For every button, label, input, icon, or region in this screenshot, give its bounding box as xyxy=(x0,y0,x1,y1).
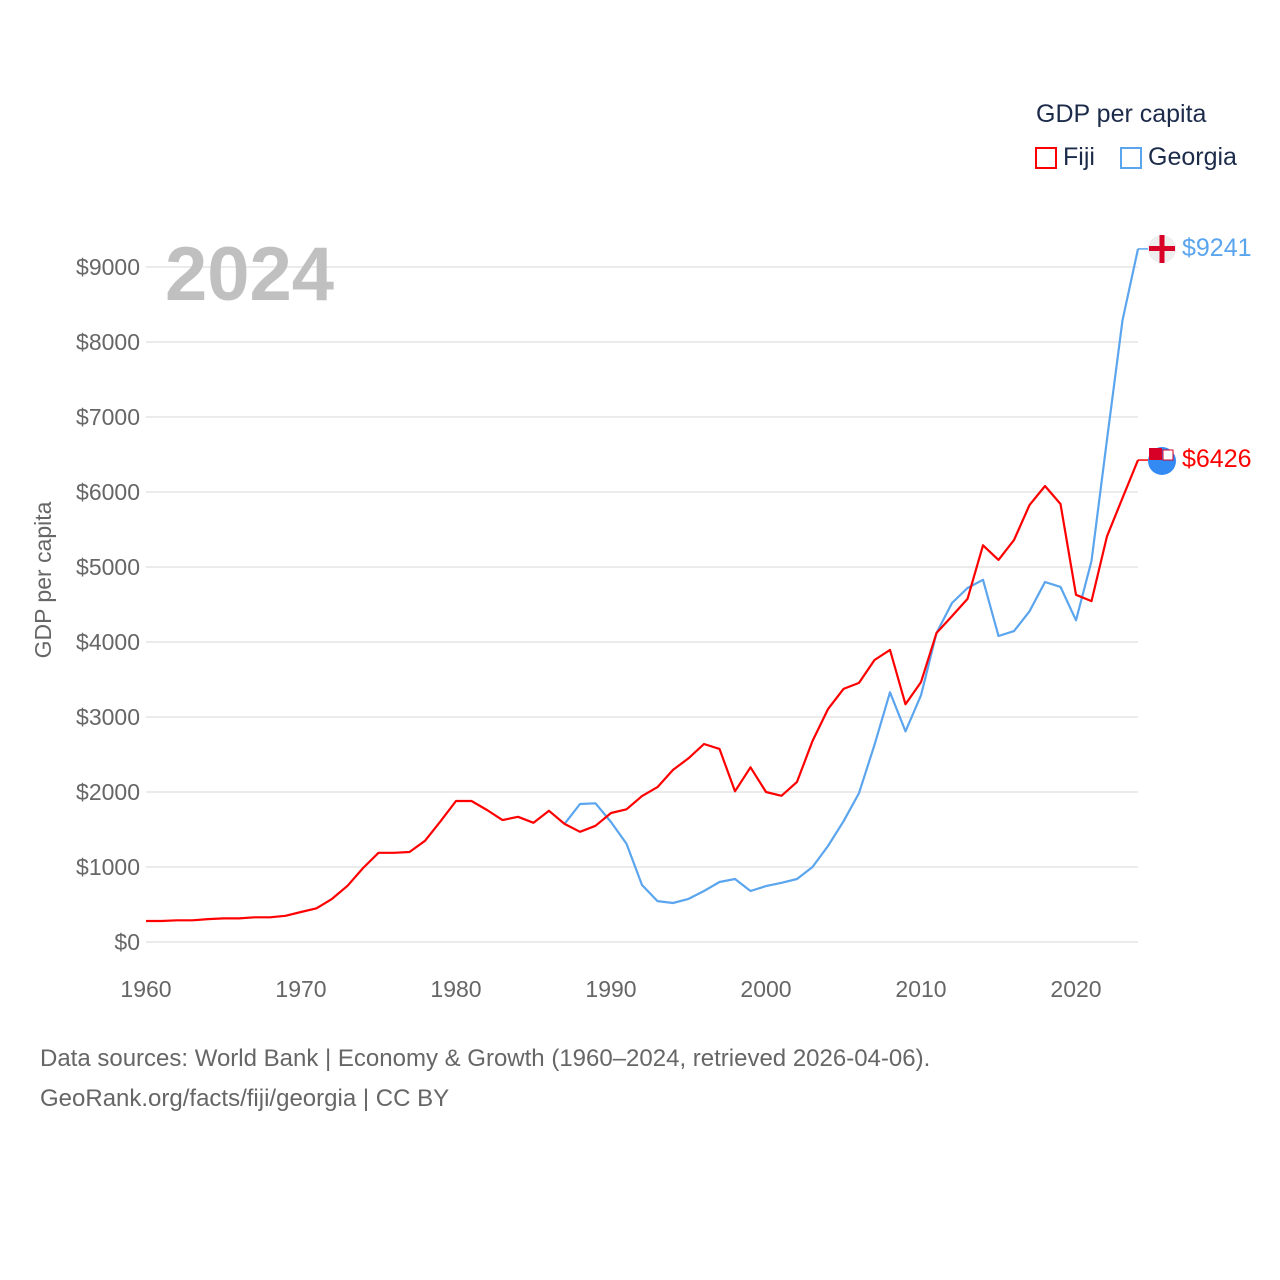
y-tick-label: $4000 xyxy=(76,629,140,655)
georgia-swatch xyxy=(1120,146,1142,169)
legend-title: GDP per capita xyxy=(1036,100,1207,128)
footer-link[interactable]: GeoRank.org/facts/fiji/georgia | CC BY xyxy=(40,1085,450,1112)
x-tick-label: 1980 xyxy=(430,976,481,1002)
x-tick-label: 1990 xyxy=(585,976,636,1002)
legend-label: Fiji xyxy=(1063,143,1095,171)
fiji-line xyxy=(146,459,1140,923)
fiji-swatch xyxy=(1035,146,1057,169)
footer-sources: Data sources: World Bank | Economy & Gro… xyxy=(40,1045,931,1072)
y-tick-label: $1000 xyxy=(76,854,140,880)
y-tick-label: $8000 xyxy=(76,329,140,355)
year-watermark: 2024 xyxy=(165,232,334,317)
legend-label: Georgia xyxy=(1148,143,1237,171)
y-tick-label: $6000 xyxy=(76,479,140,505)
fiji-flag-icon xyxy=(1148,447,1176,475)
y-tick-label: $7000 xyxy=(76,404,140,430)
y-tick-label: $5000 xyxy=(76,554,140,580)
legend-item-georgia[interactable]: Georgia xyxy=(1120,143,1237,172)
x-tick-label: 2000 xyxy=(740,976,791,1002)
x-tick-label: 1970 xyxy=(275,976,326,1002)
y-tick-label: $9000 xyxy=(76,254,140,280)
x-tick-label: 2020 xyxy=(1050,976,1101,1002)
y-axis-label: GDP per capita xyxy=(30,501,56,658)
legend-item-fiji[interactable]: Fiji xyxy=(1035,143,1095,172)
georgia-line xyxy=(563,248,1140,905)
y-tick-label: $3000 xyxy=(76,704,140,730)
georgia-flag-icon xyxy=(1148,235,1176,263)
x-tick-label: 2010 xyxy=(895,976,946,1002)
fiji-end-label: $6426 xyxy=(1182,445,1252,473)
georgia-end-label: $9241 xyxy=(1182,234,1252,262)
y-tick-label: $2000 xyxy=(76,779,140,805)
y-tick-label: $0 xyxy=(114,929,140,955)
x-tick-label: 1960 xyxy=(120,976,171,1002)
